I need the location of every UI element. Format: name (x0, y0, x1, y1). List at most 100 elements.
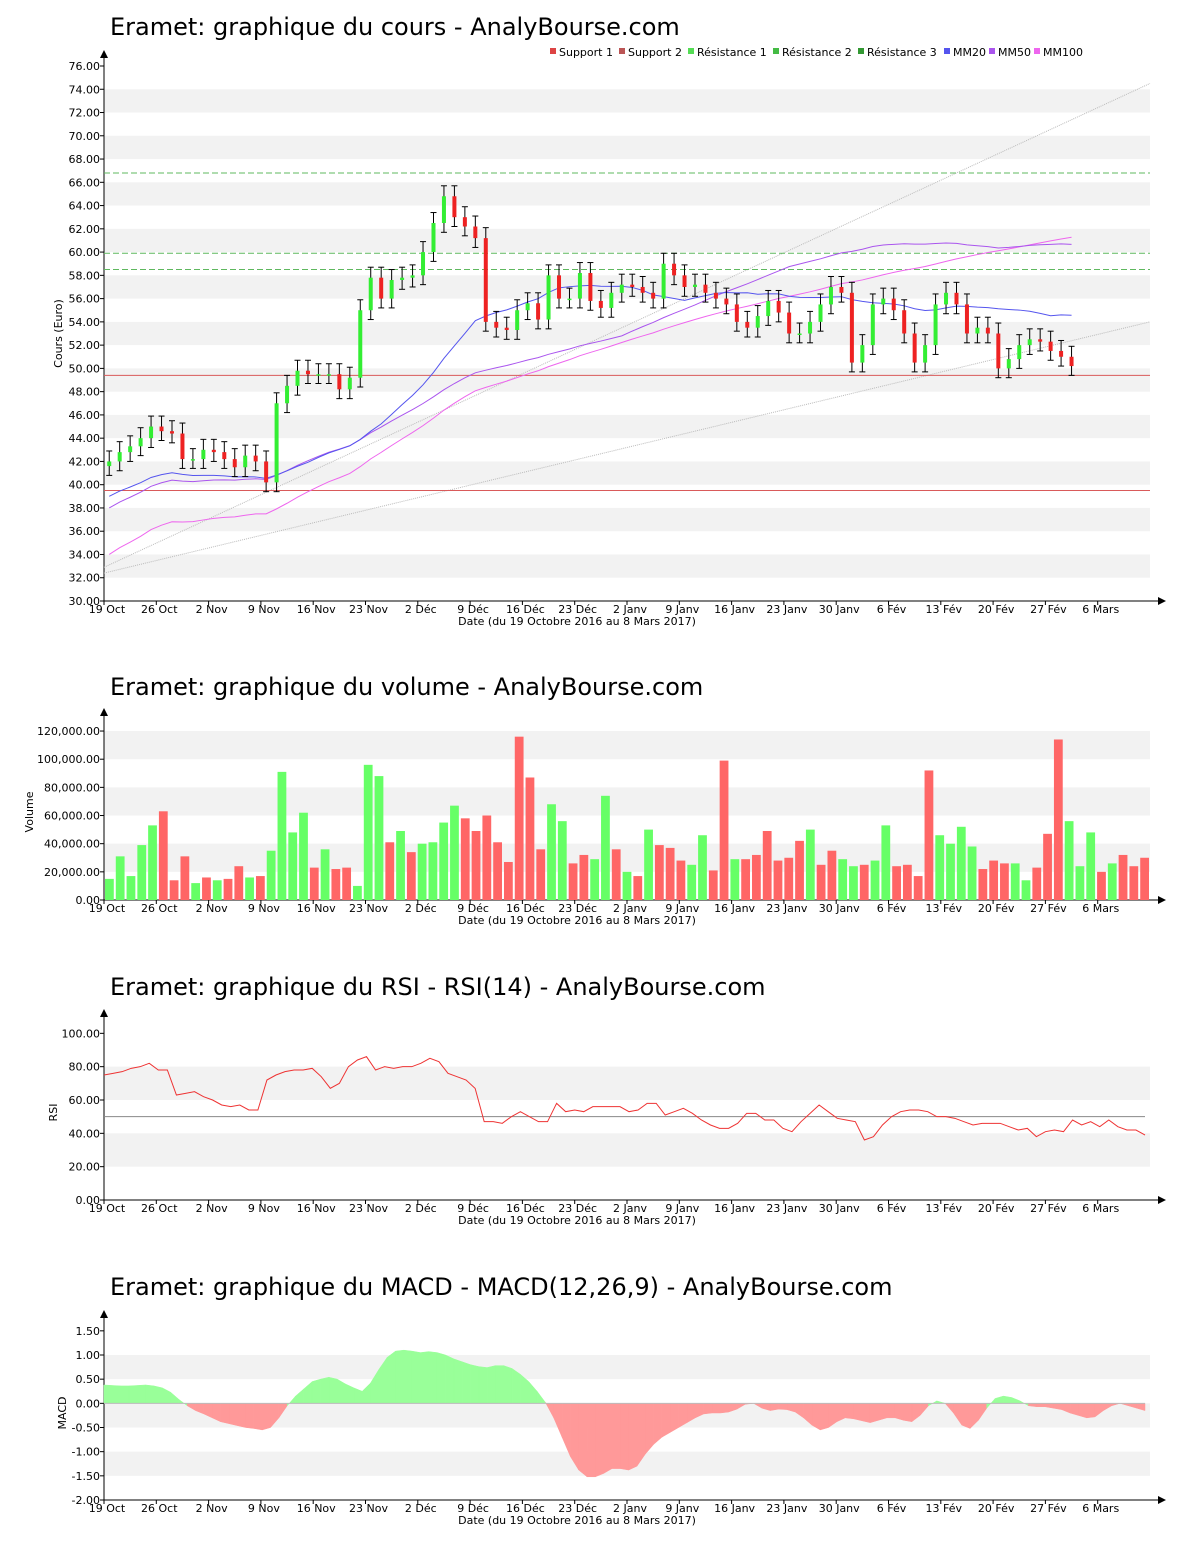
candle-body-up (138, 438, 143, 447)
macd-area-positive (112, 1385, 121, 1404)
macd-area-negative (1078, 1403, 1087, 1419)
volume-bar-up (191, 883, 201, 900)
x-tick-label: 19 Oct (89, 1202, 126, 1215)
candle-body-down (964, 304, 969, 334)
y-tick-label: 100.00 (62, 1027, 101, 1040)
volume-bar-up (967, 846, 977, 900)
x-tick-label: 6 Mars (1082, 902, 1119, 915)
candle-body-up (546, 275, 551, 320)
x-tick-label: 16 Déc (506, 902, 545, 915)
x-tick-label: 16 Nov (297, 1502, 336, 1515)
macd-area-positive (303, 1381, 313, 1404)
candle-body-up (431, 223, 436, 253)
x-tick-label: 2 Déc (405, 603, 437, 616)
candle (399, 266, 406, 290)
candle-body-down (232, 459, 237, 468)
x-tick-label: 13 Fév (926, 1202, 963, 1215)
volume-bar-down (536, 849, 546, 900)
candle (325, 363, 332, 385)
candle (242, 444, 249, 478)
volume-bar-up (1075, 866, 1085, 900)
volume-bar-down (342, 867, 352, 900)
y-axis-arrow (100, 1009, 108, 1017)
candle-body-up (274, 403, 279, 483)
macd-area-positive (411, 1350, 421, 1404)
candle-body-down (703, 284, 708, 293)
x-tick-label: 16 Janv (714, 1502, 755, 1515)
candle-body-up (881, 298, 886, 305)
candle-body-down (305, 370, 310, 375)
x-axis-arrow (1158, 1496, 1166, 1504)
candle (754, 305, 761, 338)
y-axis-arrow (100, 1310, 108, 1318)
legend-swatch (1034, 48, 1040, 54)
x-tick-label: 2 Janv (613, 603, 647, 616)
chart-panel-4: Eramet: graphique du MACD - MACD(12,26,9… (56, 1273, 1166, 1527)
x-tick-label: 16 Déc (506, 603, 545, 616)
volume-bar-up (881, 825, 891, 900)
volume-bar-up (428, 842, 438, 900)
x-tick-label: 19 Oct (89, 902, 126, 915)
candle (807, 310, 814, 344)
volume-bar-down (169, 880, 179, 900)
grid-band (104, 1355, 1150, 1380)
candle (922, 334, 929, 373)
macd-area-positive (103, 1384, 113, 1404)
candle (210, 438, 217, 462)
candle-body-up (285, 385, 290, 404)
macd-area-negative (819, 1403, 829, 1431)
x-axis-arrow (1158, 597, 1166, 605)
volume-bar-down (859, 864, 869, 900)
x-axis-title: Date (du 19 Octobre 2016 au 8 Mars 2017) (458, 1514, 696, 1527)
legend-swatch (550, 48, 556, 54)
candle-body-up (421, 252, 426, 276)
grid-band (104, 1133, 1150, 1167)
macd-area-positive (503, 1365, 513, 1404)
candle (482, 227, 489, 332)
x-tick-label: 30 Janv (819, 902, 860, 915)
volume-bar-down (676, 860, 686, 900)
legend-label: Résistance 2 (782, 46, 852, 59)
volume-bar-down (180, 856, 190, 900)
y-tick-label: 0.00 (76, 1194, 101, 1207)
macd-area-negative (878, 1403, 888, 1421)
volume-bar-down (784, 857, 794, 900)
candle-body-down (264, 461, 269, 483)
macd-area-negative (720, 1403, 729, 1414)
candle-body-down (180, 433, 185, 460)
volume-bar-down (158, 811, 168, 900)
volume-bar-down (255, 876, 265, 900)
volume-bar-down (665, 847, 675, 900)
macd-area-positive (386, 1350, 396, 1404)
candle-body-down (1069, 356, 1074, 367)
volume-bar-down (309, 867, 319, 900)
x-tick-label: 2 Janv (613, 1202, 647, 1215)
x-tick-label: 6 Mars (1082, 1202, 1119, 1215)
grid-band (104, 507, 1150, 532)
candle-body-down (1059, 350, 1064, 357)
x-tick-label: 27 Fév (1030, 1502, 1067, 1515)
y-tick-label: 34.00 (69, 548, 101, 561)
volume-bar-up (137, 845, 147, 900)
candle-body-up (818, 304, 823, 322)
candle-body-up (828, 286, 833, 305)
x-tick-label: 9 Nov (248, 603, 280, 616)
candle-body-down (536, 303, 541, 320)
x-tick-label: 16 Nov (297, 603, 336, 616)
macd-area-negative (894, 1403, 904, 1421)
volume-bar-up (935, 835, 945, 900)
volume-bar-down (331, 869, 341, 900)
macd-area-positive (311, 1378, 321, 1404)
x-tick-label: 6 Fév (877, 902, 907, 915)
candle (827, 276, 834, 315)
volume-bar-up (299, 812, 308, 900)
candle (681, 264, 688, 297)
macd-area-negative (603, 1403, 613, 1474)
candle (378, 266, 385, 309)
macd-area-negative (261, 1403, 271, 1431)
volume-bar-down (579, 854, 589, 900)
candle-body-down (776, 300, 781, 313)
y-tick-label: 100,000.00 (37, 753, 100, 766)
y-tick-label: 60,000.00 (44, 810, 100, 823)
